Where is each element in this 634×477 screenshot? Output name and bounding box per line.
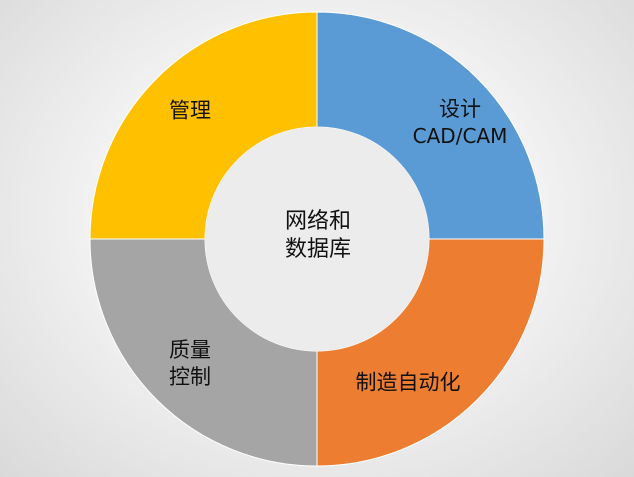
center-disc xyxy=(205,127,429,351)
label-quality-line-1: 质量 xyxy=(169,338,211,362)
center-label-line-1: 网络和 xyxy=(284,209,352,234)
label-management-line-1: 管理 xyxy=(169,98,211,123)
label-management: 管理 xyxy=(169,98,211,125)
label-quality: 质量 控制 xyxy=(169,337,211,391)
label-manufacturing-line-1: 制造自动化 xyxy=(355,370,461,395)
label-design-line-2: CAD/CAM xyxy=(412,124,508,148)
label-design: 设计 CAD/CAM xyxy=(413,96,508,150)
center-label-line-2: 数据库 xyxy=(284,237,352,262)
center-label: 网络和 数据库 xyxy=(285,208,351,264)
label-quality-line-2: 控制 xyxy=(169,365,211,389)
label-design-line-1: 设计 xyxy=(439,97,481,121)
label-manufacturing: 制造自动化 xyxy=(356,370,461,397)
